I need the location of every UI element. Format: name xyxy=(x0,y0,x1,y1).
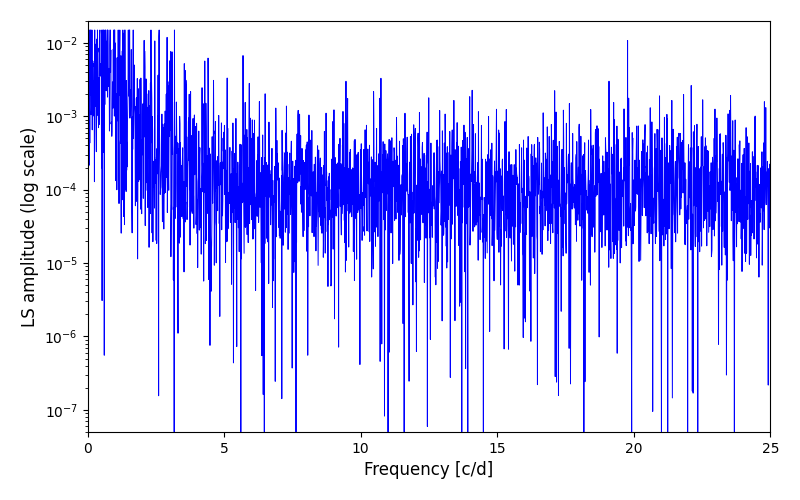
Y-axis label: LS amplitude (log scale): LS amplitude (log scale) xyxy=(21,126,39,326)
X-axis label: Frequency [c/d]: Frequency [c/d] xyxy=(364,461,494,479)
